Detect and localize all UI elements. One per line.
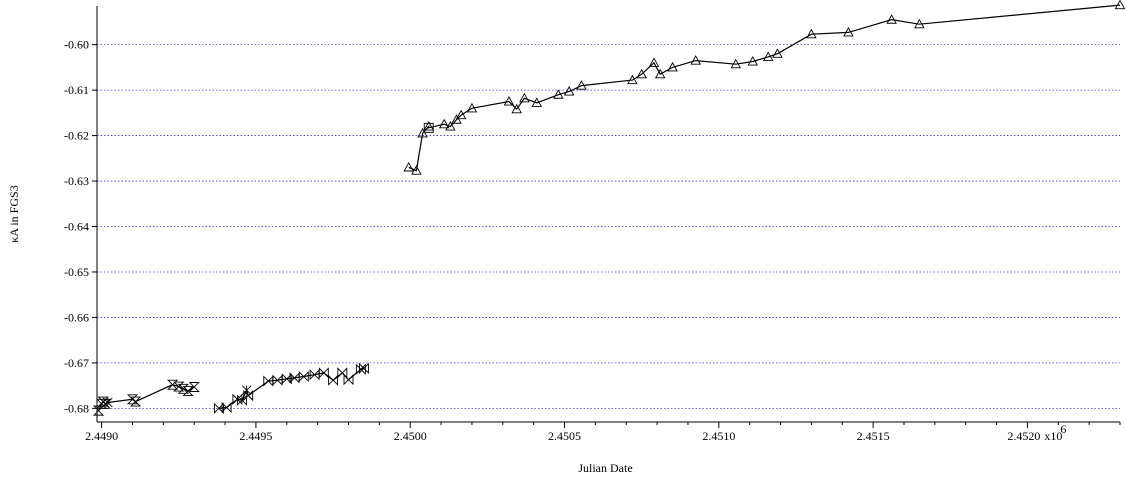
hourglass-marker [167,379,179,390]
x-exponent-label: x10 [1044,429,1062,443]
triangle-marker [690,55,701,65]
series-layer [92,0,1126,416]
bowtie-marker [232,393,243,405]
y-tick-label: -0.60 [64,38,89,52]
hourglass-marker [188,382,200,392]
triangle-marker [886,14,897,24]
triangle-marker [636,68,647,79]
triangle-marker [503,96,515,106]
y-tick-label: -0.62 [64,129,89,143]
y-tick-label: -0.63 [64,174,89,188]
hourglass-marker [126,394,139,405]
y-tick-label: -0.66 [64,310,89,324]
triangle-marker [553,89,564,99]
x-tick-label: 2.4515 [857,429,890,443]
segment-1-line [97,384,195,411]
triangle-marker [563,86,575,96]
y-tick-label: -0.68 [64,401,89,415]
triangle-marker [762,51,774,61]
triangle-marker [445,121,456,131]
bowtie-marker [343,374,354,386]
bowtie-marker [318,367,329,379]
hourglass-marker [177,383,189,394]
triangle-marker [417,127,428,138]
bowtie-marker [237,394,247,406]
x-tick-label: 2.4520 [1007,429,1040,443]
triangle-marker [654,68,666,79]
y-axis-title: κA in FGS3 [7,185,21,242]
triangle-marker [1114,0,1126,10]
segment-3-line [408,4,1121,172]
square-marker [423,122,434,133]
triangle-marker [914,18,925,29]
triangle-marker [627,74,638,85]
x-tick-label: 2.4505 [548,429,581,443]
asterisk-marker [102,397,113,408]
labels-layer: Julian Date κA in FGS3 -0.60 -0.61 -0.62 -0… [7,38,1066,475]
hourglass-marker [182,386,194,397]
grid-layer [97,44,1120,409]
bowtie-marker [337,367,348,379]
x-tick-label: 2.4500 [394,429,427,443]
bowtie-marker [298,370,309,383]
y-tick-label: -0.67 [64,356,89,370]
triangle-marker [423,121,435,131]
bowtie-marker [358,362,369,374]
axes-layer [92,6,1121,428]
bowtie-marker [221,401,232,414]
x-axis-title: Julian Date [578,461,632,475]
hourglass-marker [173,381,185,392]
triangle-marker [648,57,660,67]
y-tick-label: -0.64 [64,220,89,234]
triangle-marker [667,61,678,72]
triangle-marker [438,118,450,129]
bowtie-marker [355,363,366,375]
triangle-marker [772,48,783,58]
triangle-marker [747,56,759,66]
bowtie-marker [243,390,254,402]
x-tick-label: 2.4510 [702,429,735,443]
triangle-marker [519,92,530,103]
asterisk-marker [241,385,252,395]
hourglass-marker [99,398,111,409]
triangle-marker [806,28,817,39]
triangle-marker [576,80,587,90]
triangle-marker [451,114,462,124]
x-tick-label: 2.4490 [85,429,118,443]
bowtie-marker [328,374,339,386]
y-tick-label: -0.65 [64,265,89,279]
triangle-marker [455,109,467,120]
hourglass-marker [129,396,142,407]
triangle-marker [466,102,478,113]
y-tick-label: -0.61 [64,83,89,97]
triangle-marker [843,26,854,37]
x-tick-label: 2.4495 [239,429,272,443]
triangle-marker [511,103,522,114]
triangle-marker [411,165,422,175]
triangle-marker [730,58,742,69]
triangle-marker [403,161,414,172]
triangle-marker [531,97,543,107]
x-exponent-power: 6 [1060,422,1066,436]
